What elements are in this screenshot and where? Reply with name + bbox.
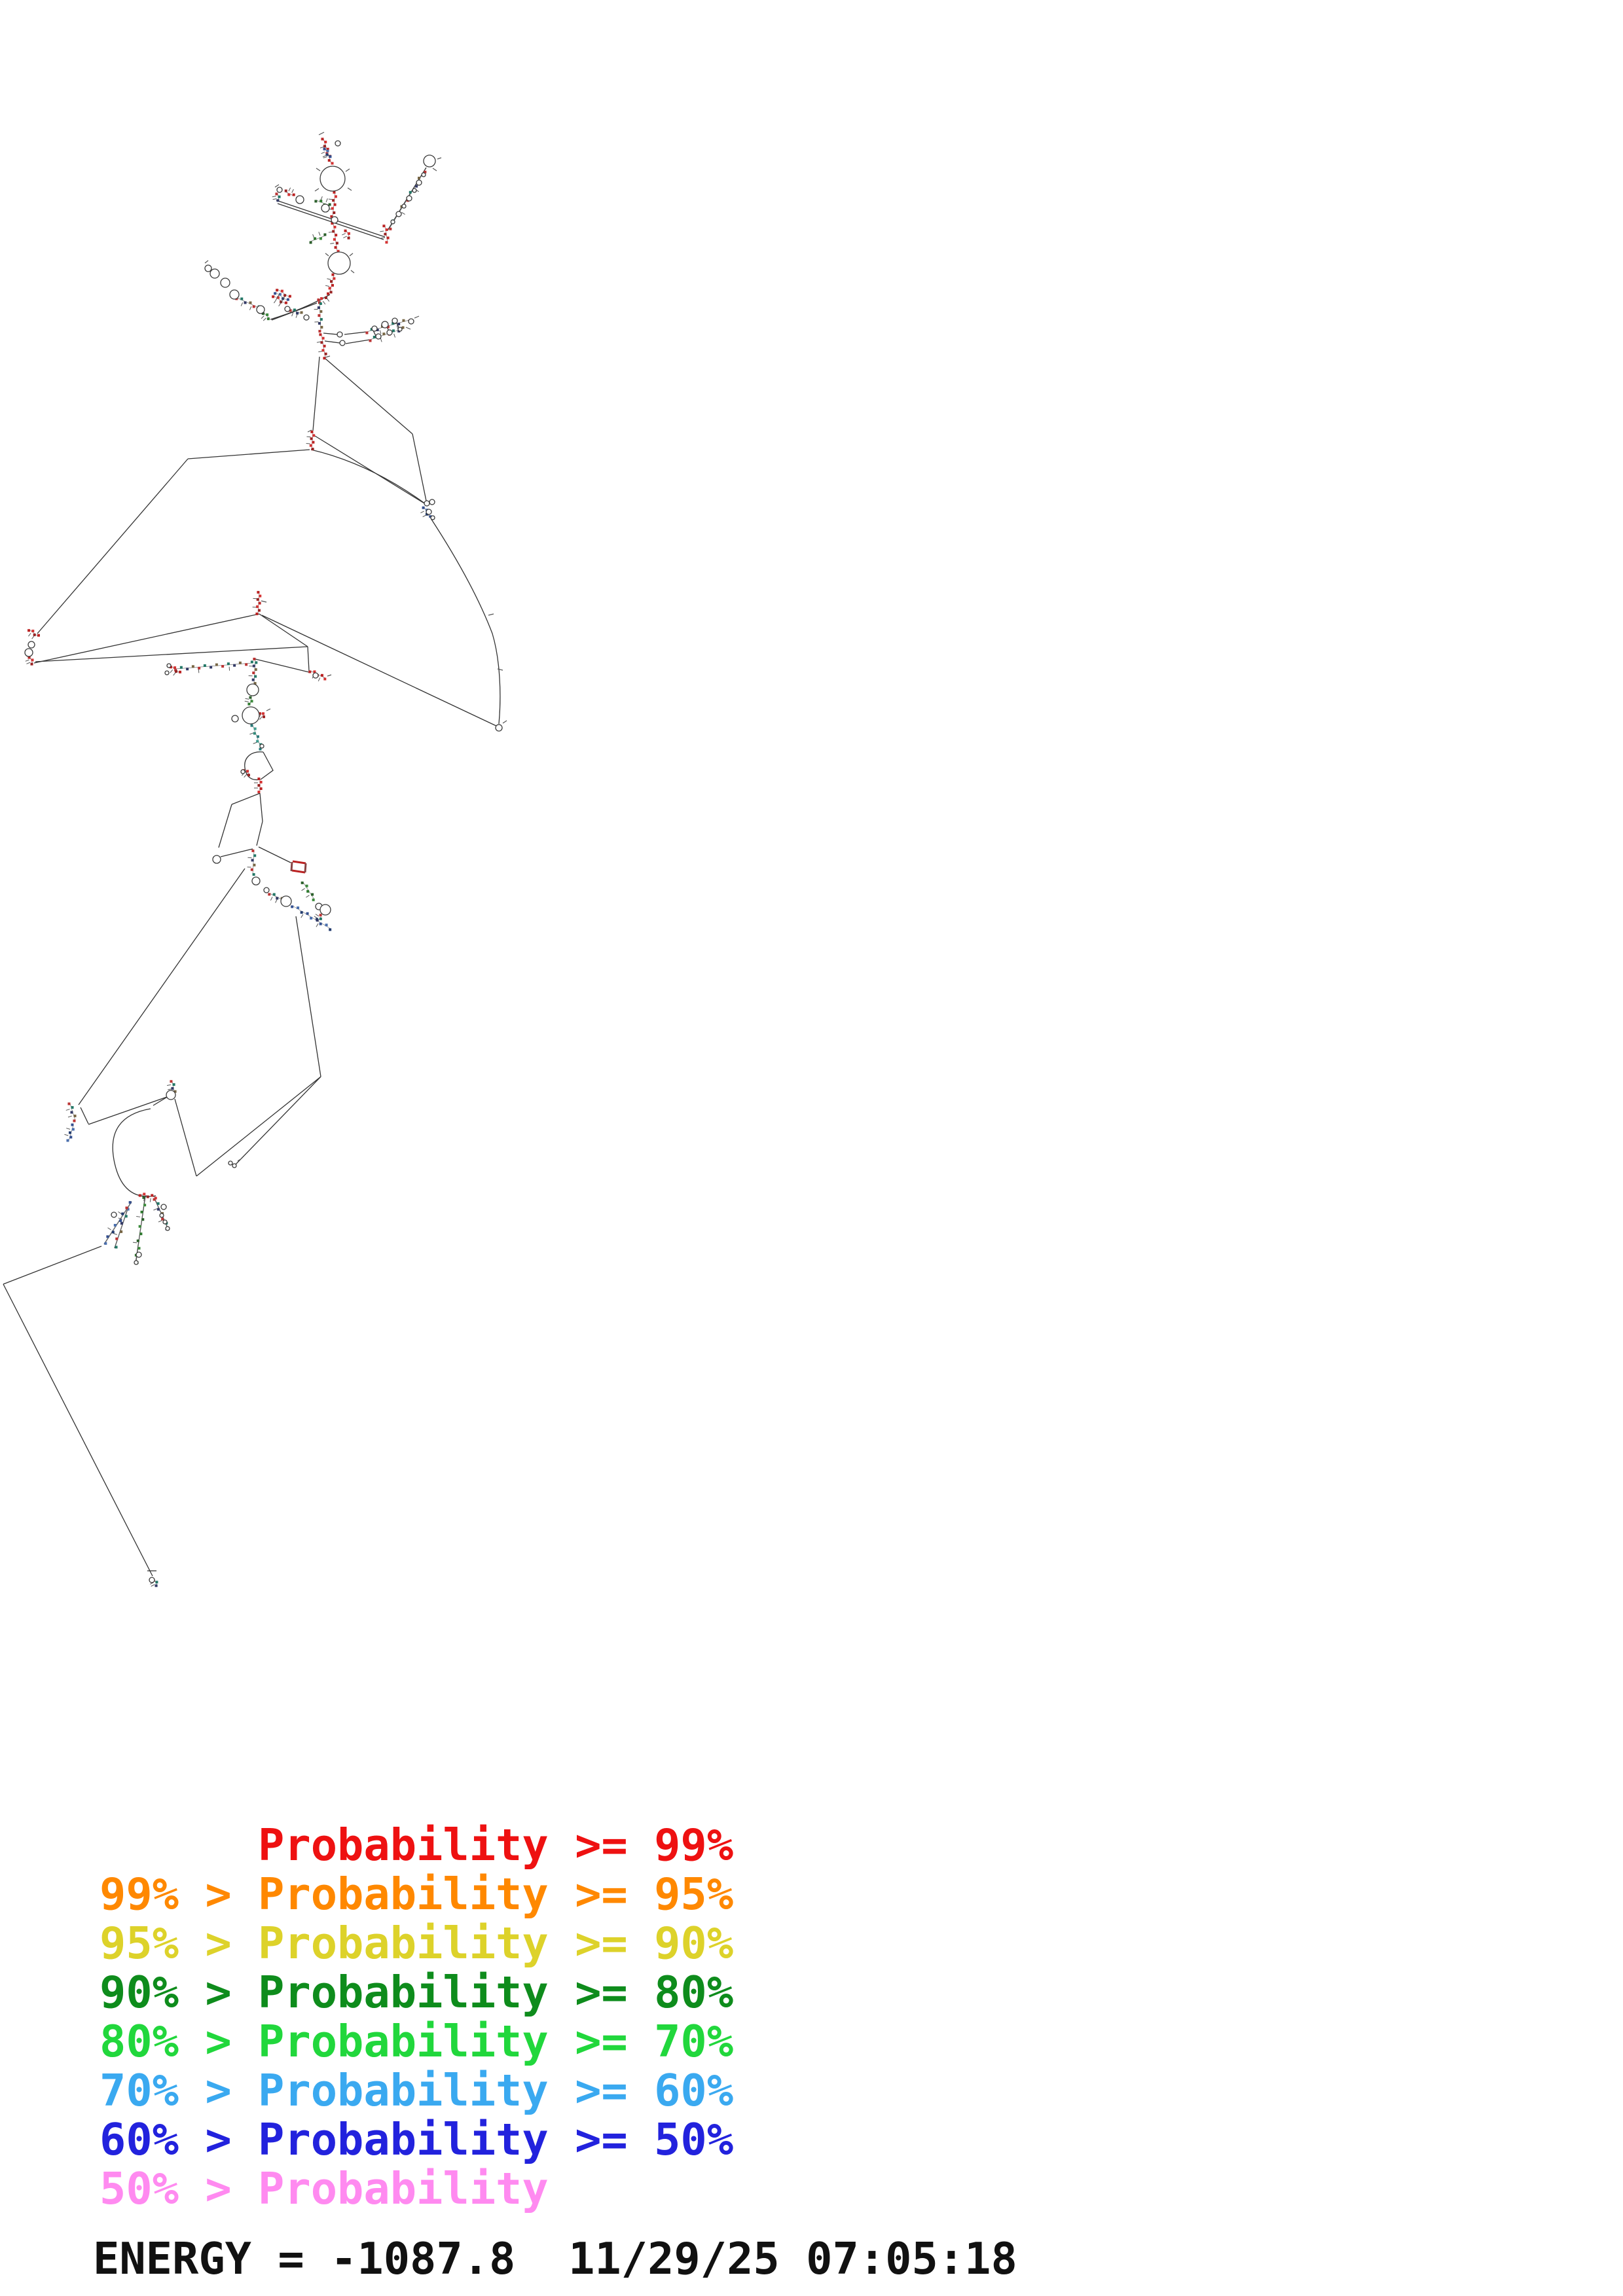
energy-caption: ENERGY = -1087.8 11/29/25 07:05:18 (93, 2233, 1017, 2284)
backbone-lines (3, 132, 507, 1577)
legend-line: 95% > Probability >= 90% (100, 1918, 734, 1969)
legend-line: 60% > Probability >= 50% (100, 2114, 734, 2165)
legend-line: 70% > Probability >= 60% (100, 2065, 734, 2116)
loop-circles (24, 140, 503, 1583)
base-pair-stems (25, 137, 432, 1587)
legend-line: 99% > Probability >= 95% (100, 1869, 734, 1920)
probability-legend: Probability >= 99% 99% > Probability >= 9… (100, 1821, 733, 2214)
legend-line: Probability >= 99% (100, 1820, 734, 1871)
legend-line: 90% > Probability >= 80% (100, 1967, 734, 2018)
legend-line: 80% > Probability >= 70% (100, 2016, 734, 2067)
legend-line: 50% > Probability (100, 2163, 549, 2214)
